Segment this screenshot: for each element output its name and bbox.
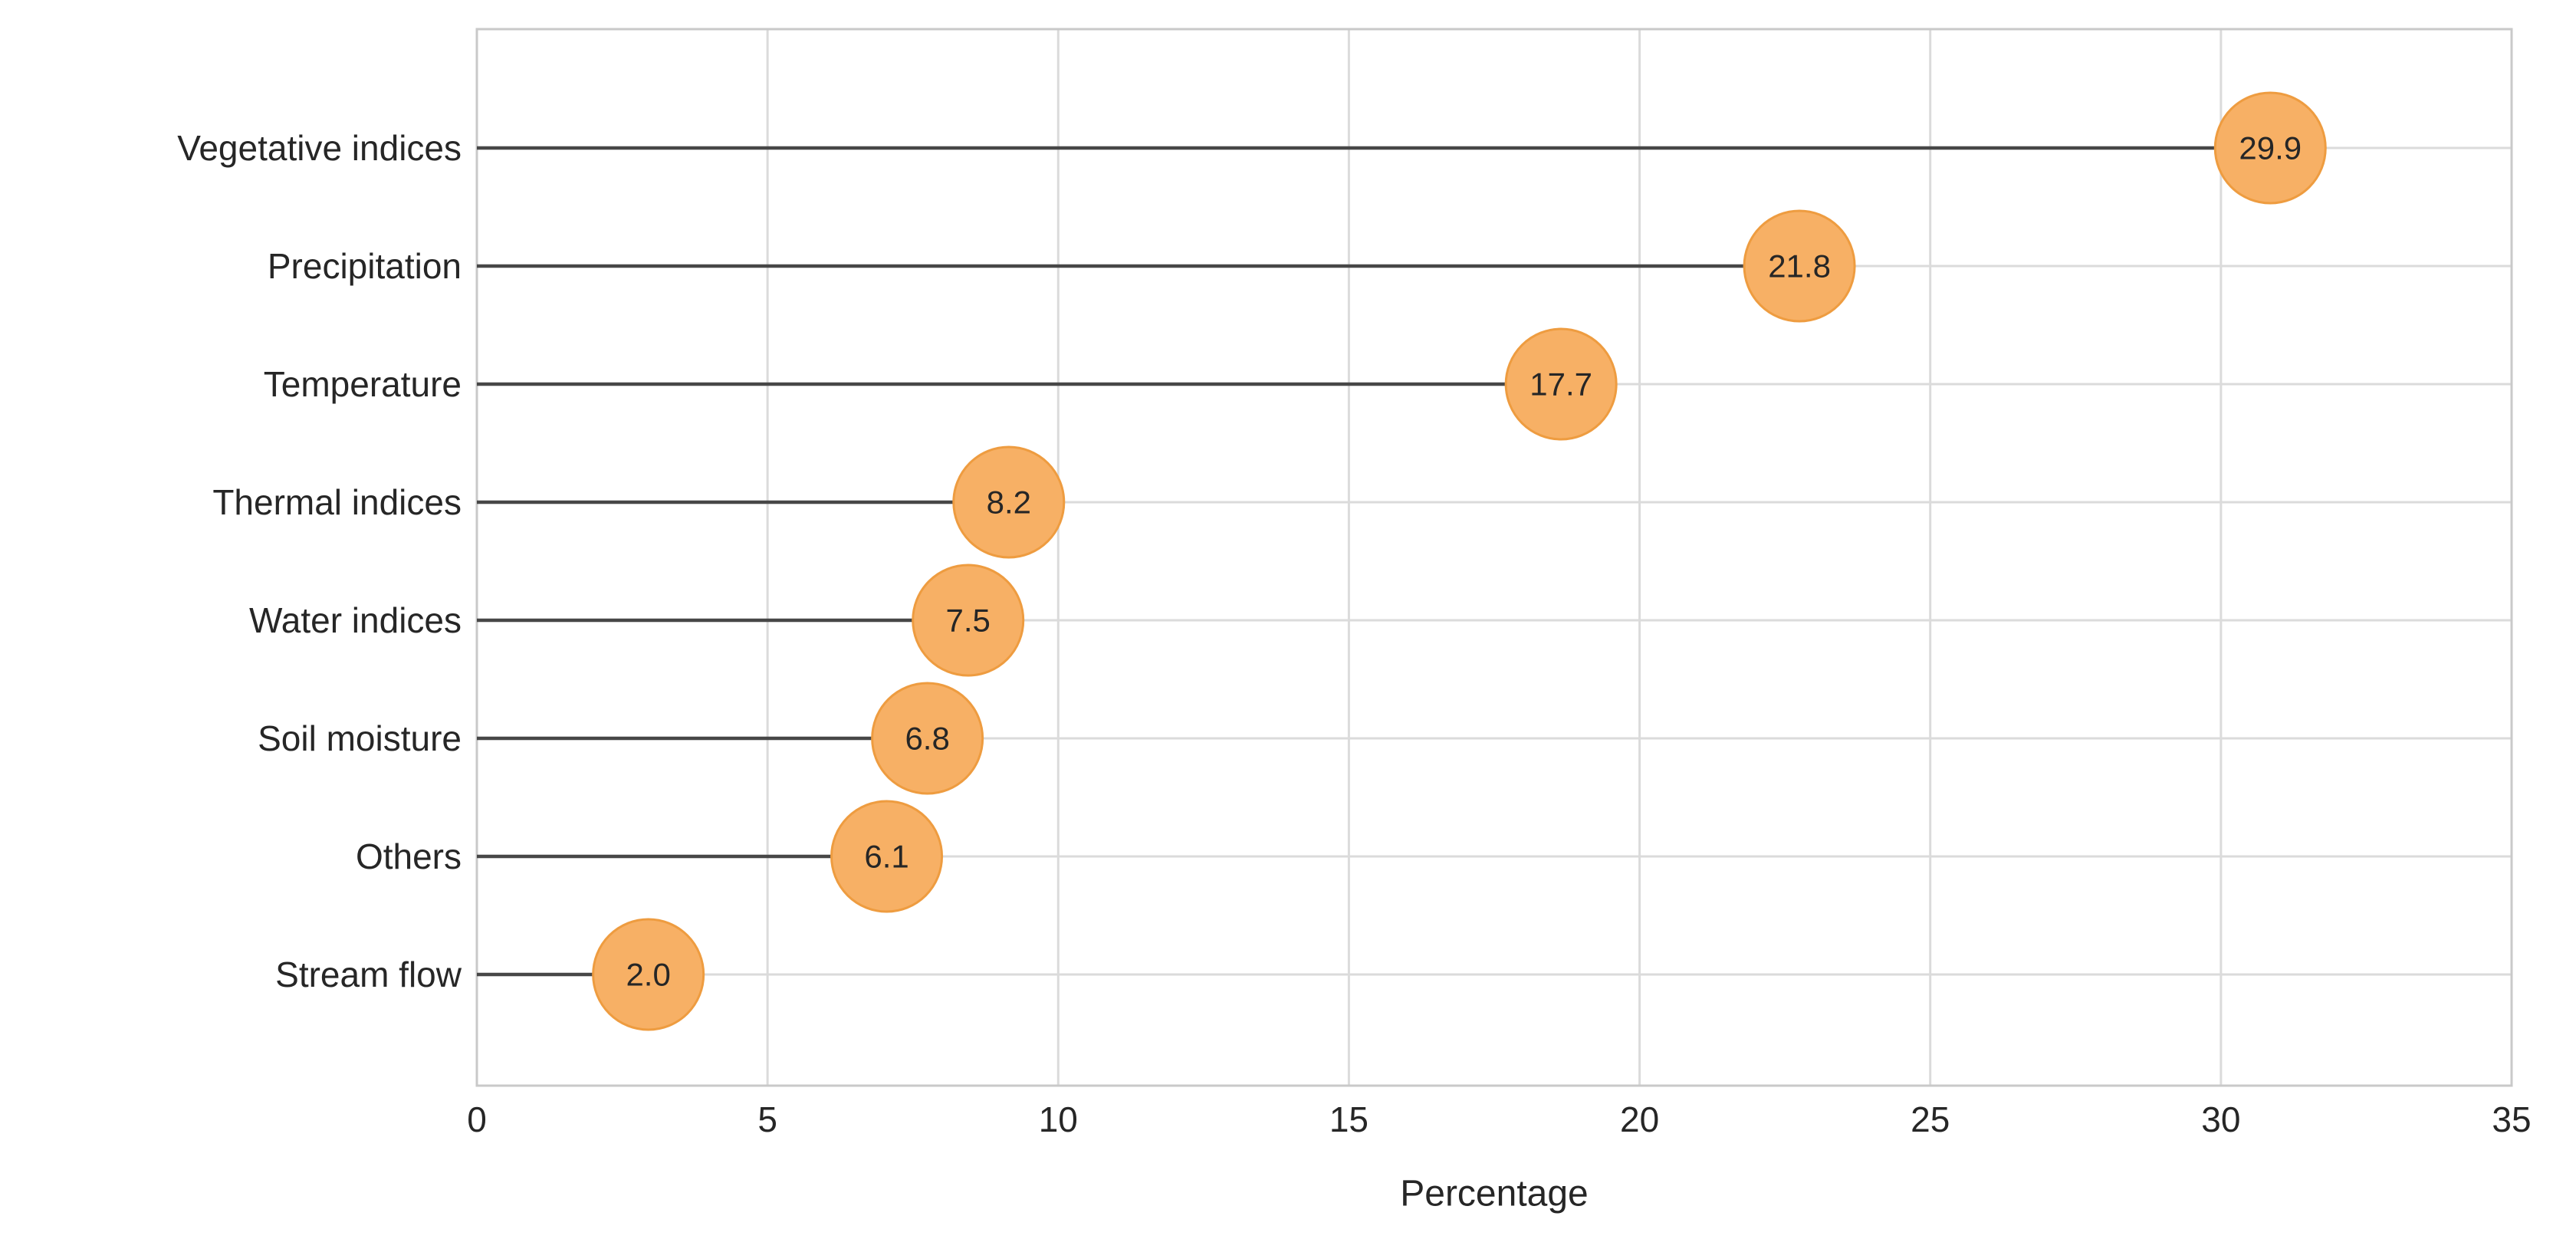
value-bubble [1504, 327, 1618, 441]
value-bubble [1743, 209, 1856, 323]
category-label: Precipitation [268, 246, 462, 286]
category-label: Water indices [249, 600, 462, 640]
x-axis-title: Percentage [1400, 1174, 1589, 1214]
x-tick-label: 35 [2492, 1099, 2531, 1139]
bubble-value-label: 2.0 [626, 957, 670, 993]
bubble-value-label: 21.8 [1768, 248, 1831, 284]
x-tick-label: 5 [757, 1099, 777, 1139]
bubble-value-label: 8.2 [987, 485, 1031, 521]
x-tick-label: 0 [467, 1099, 487, 1139]
category-label: Soil moisture [258, 718, 462, 758]
value-bubble [871, 682, 984, 795]
x-tick-label: 10 [1039, 1099, 1078, 1139]
bubble-value-label: 6.8 [905, 721, 949, 757]
x-tick-label: 30 [2201, 1099, 2240, 1139]
category-label: Temperature [264, 364, 462, 404]
category-label: Thermal indices [212, 482, 462, 522]
x-tick-label: 25 [1911, 1099, 1950, 1139]
category-label: Vegetative indices [177, 128, 462, 168]
category-label: Stream flow [275, 955, 462, 994]
value-bubble [2213, 91, 2327, 205]
category-label: Others [356, 836, 462, 876]
bubble-value-label: 29.9 [2239, 130, 2302, 166]
bubble-value-label: 7.5 [946, 603, 991, 639]
value-bubble [952, 445, 1066, 559]
x-tick-label: 20 [1620, 1099, 1659, 1139]
value-bubble [592, 918, 705, 1031]
bubble-value-label: 6.1 [864, 839, 909, 875]
value-bubble [830, 800, 944, 913]
value-bubble [912, 564, 1025, 677]
x-tick-label: 15 [1329, 1099, 1368, 1139]
plot-border [475, 28, 2513, 1087]
bubble-value-label: 17.7 [1530, 366, 1592, 403]
